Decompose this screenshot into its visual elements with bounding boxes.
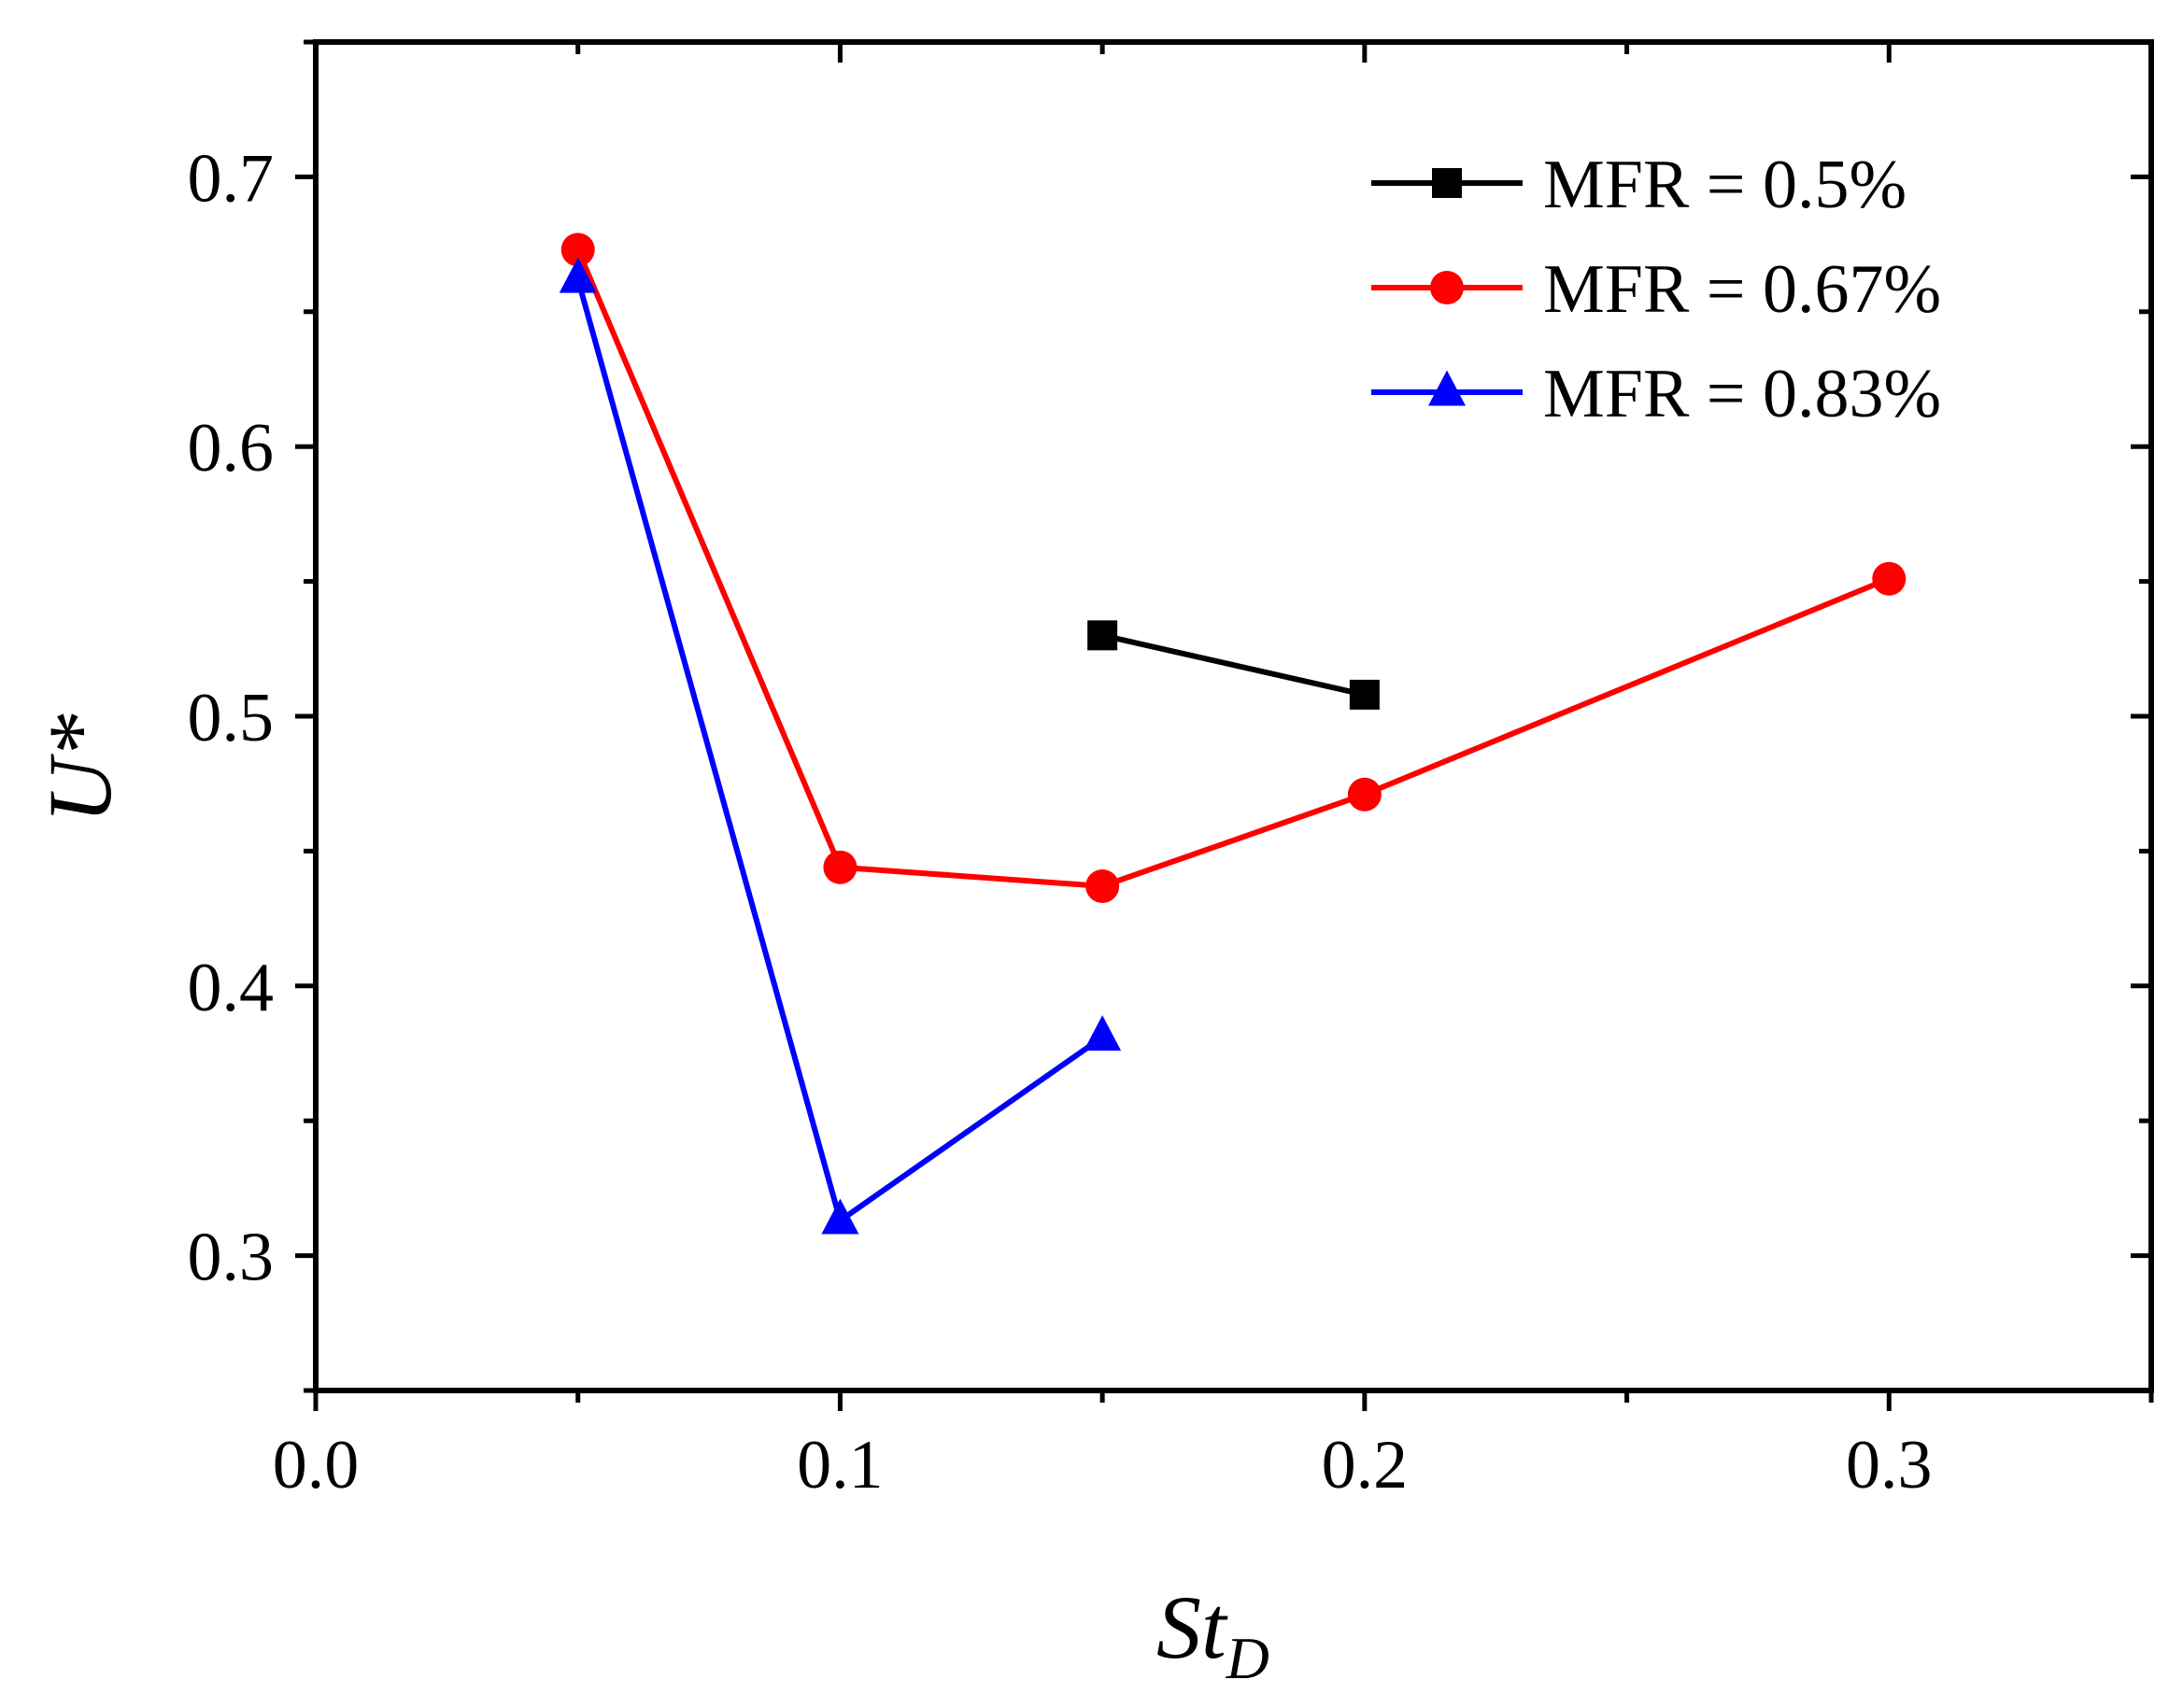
y-tick-label: 0.7	[188, 140, 275, 217]
x-tick-label: 0.0	[273, 1427, 360, 1503]
series-line	[1101, 632, 1366, 698]
y-tick-label: 0.5	[188, 680, 275, 756]
x-tick-label: 0.1	[797, 1427, 884, 1503]
legend-label: MFR = 0.83%	[1543, 356, 1941, 432]
legend-label: MFR = 0.5%	[1543, 147, 1907, 223]
series-line	[574, 278, 1104, 1225]
x-axis-title: StD	[1156, 1577, 1269, 1691]
tick-labels: 0.0 0.1 0.2 0.3 0.3 0.4 0.5 0.6 0.7	[188, 140, 1933, 1503]
data-point	[1347, 777, 1382, 812]
legend-marker	[1430, 271, 1464, 304]
legend: MFR = 0.5% MFR = 0.67% MFR = 0.83%	[1371, 147, 1941, 432]
data-point	[1085, 868, 1120, 903]
data-point	[1872, 561, 1907, 596]
y-tick-label: 0.3	[188, 1220, 275, 1296]
legend-marker	[1432, 168, 1462, 198]
series-markers	[559, 233, 1907, 1235]
y-axis-title: U*	[30, 713, 130, 823]
x-tick-label: 0.3	[1846, 1427, 1933, 1503]
legend-marker	[1428, 370, 1466, 406]
data-point	[560, 233, 595, 267]
y-tick-label: 0.4	[188, 950, 275, 1026]
data-point	[1084, 1015, 1122, 1052]
data-point	[823, 850, 858, 884]
legend-label: MFR = 0.67%	[1543, 251, 1941, 328]
x-tick-label: 0.2	[1322, 1427, 1409, 1503]
data-point	[821, 1198, 859, 1235]
series-line	[574, 248, 1891, 889]
data-point	[1087, 620, 1118, 651]
data-point	[1349, 679, 1380, 710]
axis-ticks	[295, 39, 2154, 1411]
y-tick-label: 0.6	[188, 410, 275, 487]
data-point	[559, 257, 597, 293]
